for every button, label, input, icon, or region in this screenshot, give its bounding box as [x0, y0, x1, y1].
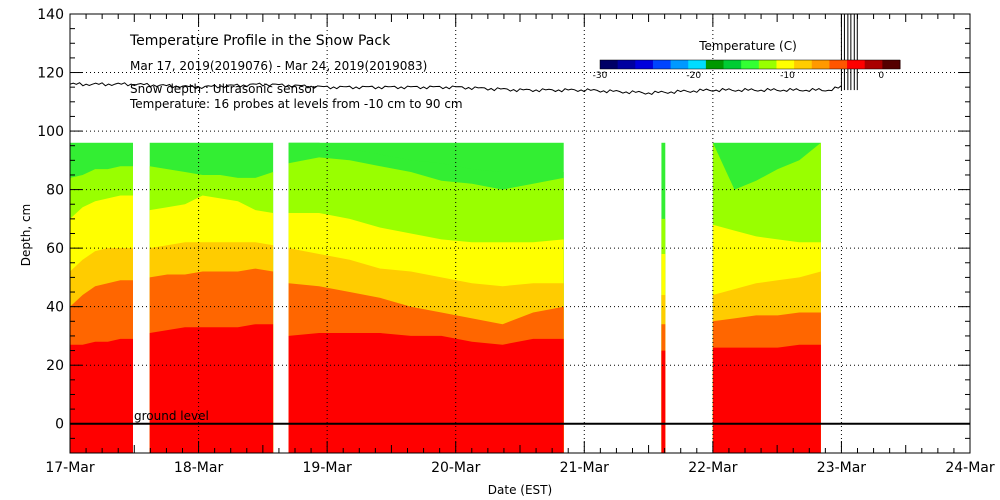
colorbar-frame [599, 59, 901, 70]
x-tick-label: 23-Mar [817, 460, 867, 476]
band-4-0 [712, 344, 821, 453]
y-axis-label: Depth, cm [19, 204, 33, 266]
heatmap-layer [70, 142, 821, 454]
x-tick-label: 19-Mar [303, 460, 353, 476]
data-segment-4 [712, 142, 821, 454]
x-tick-label: 18-Mar [174, 460, 224, 476]
band-0-0 [70, 338, 133, 453]
axes-layer: 17-Mar 18-Mar 19-Mar 20-Mar 21-Mar 22-Mar 23-M… [37, 7, 995, 476]
chart-subtitle: Mar 17, 2019(2019076) - Mar 24, 2019(201… [130, 59, 427, 73]
y-tick-label: 100 [37, 124, 64, 140]
colorbar-swatch [864, 60, 883, 69]
colorbar-swatch [758, 60, 777, 69]
data-segment-3 [661, 142, 666, 454]
colorbar: Temperature (C) -30 -20 -10 0 [593, 39, 901, 81]
probes-annotation: Temperature: 16 probes at levels from -1… [129, 97, 463, 111]
colorbar-swatch [741, 60, 760, 69]
y-tick-label: 60 [46, 241, 64, 257]
x-tick-label: 22-Mar [688, 460, 738, 476]
colorbar-tick-label: -30 [593, 71, 608, 81]
data-segment-2 [288, 142, 564, 454]
band-2-0 [288, 333, 564, 453]
colorbar-swatch [670, 60, 689, 69]
band-3-0 [661, 350, 666, 453]
grid-layer [70, 14, 970, 453]
colorbar-tick-label: 0 [878, 71, 884, 81]
chart-title: Temperature Profile in the Snow Pack [129, 33, 391, 49]
colorbar-swatch [600, 60, 619, 69]
colorbar-swatch [723, 60, 742, 69]
snow-depth-annotation: Snow depth : Ultrasonic sensor [130, 82, 317, 96]
colorbar-swatch [794, 60, 813, 69]
colorbar-swatch [652, 60, 672, 69]
colorbar-swatch [688, 60, 707, 69]
colorbar-swatch [847, 60, 866, 69]
colorbar-swatch [776, 60, 795, 69]
colorbar-swatch [705, 60, 725, 69]
snow-depth-trace [69, 82, 842, 96]
ground-level-label: ground level [134, 409, 209, 423]
x-axis-label: Date (EST) [488, 483, 552, 497]
colorbar-tick-label: -10 [780, 71, 795, 81]
y-tick-label: 80 [46, 183, 64, 199]
x-tick-label: 21-Mar [560, 460, 610, 476]
y-tick-label: 140 [37, 7, 64, 23]
y-tick-label: 20 [46, 358, 64, 374]
y-tick-label: 0 [55, 417, 64, 433]
y-tick-label: 120 [37, 66, 64, 82]
x-tick-label: 17-Mar [45, 460, 95, 476]
colorbar-swatch [829, 60, 848, 69]
x-tick-label: 24-Mar [945, 460, 995, 476]
x-tick-label: 20-Mar [431, 460, 481, 476]
colorbar-swatch [882, 60, 901, 69]
band-1-0 [149, 324, 274, 453]
y-tick-label: 40 [46, 300, 64, 316]
colorbar-swatch [617, 60, 636, 69]
colorbar-tick-label: -20 [686, 71, 701, 81]
data-segment-1 [149, 142, 274, 454]
colorbar-swatch [635, 60, 654, 69]
colorbar-title: Temperature (C) [698, 39, 797, 53]
snow-depth-line [69, 14, 858, 96]
colorbar-swatch [811, 60, 830, 69]
